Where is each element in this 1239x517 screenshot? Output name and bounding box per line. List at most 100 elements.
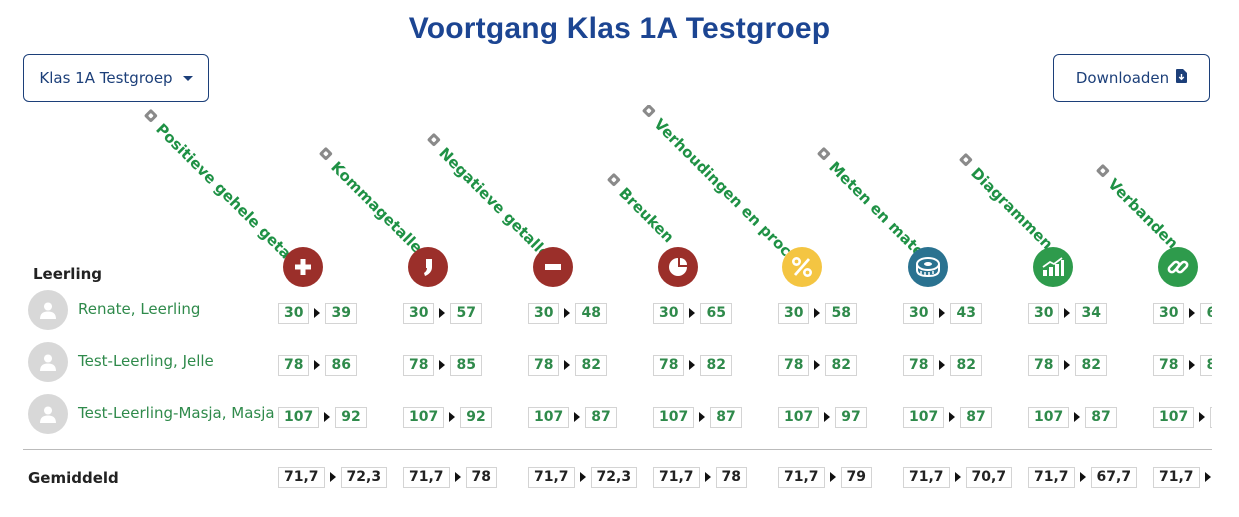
student-name-link[interactable]: Renate, Leerling <box>78 300 201 318</box>
score-pair: 30 6 <box>1153 302 1212 324</box>
start-score: 78 <box>653 354 685 376</box>
sort-handle-icon[interactable] <box>606 172 621 187</box>
start-score: 107 <box>1153 406 1195 428</box>
start-score: 107 <box>403 406 445 428</box>
plus-icon <box>283 247 323 287</box>
score-pair: 71,7 <box>1153 466 1212 488</box>
arrow-right-icon <box>574 412 581 422</box>
start-score: 78 <box>1153 354 1185 376</box>
score-pair: 107 87 <box>653 406 742 428</box>
arrow-right-icon <box>824 412 831 422</box>
sort-handle-icon[interactable] <box>143 108 158 123</box>
score-pair: 78 82 <box>653 354 732 376</box>
category-label[interactable]: Verbanden <box>1095 163 1182 253</box>
start-score: 30 <box>528 302 560 324</box>
arrow-right-icon <box>814 360 821 370</box>
score-pair: 30 34 <box>1028 302 1107 324</box>
start-score: 78 <box>528 354 560 376</box>
arrow-right-icon <box>939 308 946 318</box>
current-score: 67,7 <box>1090 466 1138 488</box>
avatar-user-icon <box>28 394 68 434</box>
score-pair: 30 48 <box>528 302 607 324</box>
current-score: 92 <box>335 406 367 428</box>
arrow-right-icon <box>1199 412 1206 422</box>
start-score: 71,7 <box>778 466 825 488</box>
page-title: Voortgang Klas 1A Testgroep <box>408 12 831 45</box>
start-score: 30 <box>403 302 435 324</box>
arrow-right-icon <box>579 472 586 482</box>
current-score: 57 <box>450 302 482 324</box>
arrow-right-icon <box>689 360 696 370</box>
start-score: 78 <box>278 354 310 376</box>
download-button[interactable]: Downloaden <box>1053 54 1210 102</box>
arrow-right-icon <box>1189 360 1196 370</box>
arrow-right-icon <box>1074 412 1081 422</box>
category-label[interactable]: Diagrammen <box>958 152 1057 254</box>
current-score: 6 <box>1200 302 1212 324</box>
current-score: 82 <box>950 354 982 376</box>
arrow-right-icon <box>1064 360 1071 370</box>
download-label: Downloaden <box>1075 69 1170 87</box>
start-score: 78 <box>778 354 810 376</box>
current-score: 85 <box>450 354 482 376</box>
current-score: 87 <box>710 406 742 428</box>
score-pair: 71,7 67,7 <box>1028 466 1138 488</box>
current-score: 78 <box>715 466 748 488</box>
caret-down-icon <box>182 75 193 81</box>
arrow-right-icon <box>439 308 446 318</box>
current-score: 87 <box>585 406 617 428</box>
arrow-right-icon <box>699 412 706 422</box>
start-score: 107 <box>778 406 820 428</box>
student-row[interactable]: Test-Leerling, Jelle <box>0 342 1212 392</box>
percent-icon <box>782 247 822 287</box>
arrow-right-icon <box>324 412 331 422</box>
start-score: 107 <box>528 406 570 428</box>
score-pair: 78 8 <box>1153 354 1212 376</box>
start-score: 71,7 <box>903 466 950 488</box>
arrow-right-icon <box>704 472 711 482</box>
start-score: 107 <box>1028 406 1070 428</box>
current-score: 72,3 <box>590 466 638 488</box>
score-pair: 71,7 78 <box>403 466 498 488</box>
start-score: 71,7 <box>1028 466 1075 488</box>
sort-handle-icon[interactable] <box>426 132 441 147</box>
arrow-right-icon <box>829 472 836 482</box>
average-row-label: Gemiddeld <box>28 469 119 487</box>
bar-chart-icon <box>1033 247 1073 287</box>
current-score: 78 <box>465 466 498 488</box>
comma-icon <box>408 247 448 287</box>
sort-handle-icon[interactable] <box>1095 163 1110 178</box>
arrow-right-icon <box>1204 472 1211 482</box>
category-name: Diagrammen <box>967 164 1057 254</box>
sort-handle-icon[interactable] <box>318 146 333 161</box>
class-select-dropdown[interactable]: Klas 1A Testgroep <box>23 54 209 102</box>
current-score: 79 <box>840 466 873 488</box>
start-score: 71,7 <box>653 466 700 488</box>
student-row[interactable]: Renate, Leerling <box>0 290 1212 340</box>
student-name-link[interactable]: Test-Leerling, Jelle <box>78 352 214 370</box>
arrow-right-icon <box>1189 308 1196 318</box>
current-score: 70,7 <box>965 466 1013 488</box>
score-pair: 71,7 78 <box>653 466 748 488</box>
sort-handle-icon[interactable] <box>641 105 656 118</box>
score-pair: 30 43 <box>903 302 982 324</box>
progress-table: Positieve gehele getallen Kommagetallen Ne… <box>0 105 1212 517</box>
score-pair: 107 <box>1153 406 1212 428</box>
sort-handle-icon[interactable] <box>958 152 973 167</box>
sort-handle-icon[interactable] <box>816 146 831 161</box>
arrow-right-icon <box>939 360 946 370</box>
divider <box>23 449 1212 450</box>
student-row[interactable]: Test-Leerling-Masja, Masja <box>0 394 1212 444</box>
current-score: 82 <box>825 354 857 376</box>
start-score: 71,7 <box>278 466 325 488</box>
score-pair: 107 87 <box>903 406 992 428</box>
category-name: Verbanden <box>1104 175 1182 253</box>
arrow-right-icon <box>314 308 321 318</box>
student-name-link[interactable]: Test-Leerling-Masja, Masja <box>78 404 275 422</box>
start-score: 107 <box>903 406 945 428</box>
score-pair: 30 39 <box>278 302 357 324</box>
avatar-user-icon <box>28 342 68 382</box>
arrow-right-icon <box>564 308 571 318</box>
category-label[interactable]: Breuken <box>606 172 678 246</box>
score-pair: 78 82 <box>778 354 857 376</box>
